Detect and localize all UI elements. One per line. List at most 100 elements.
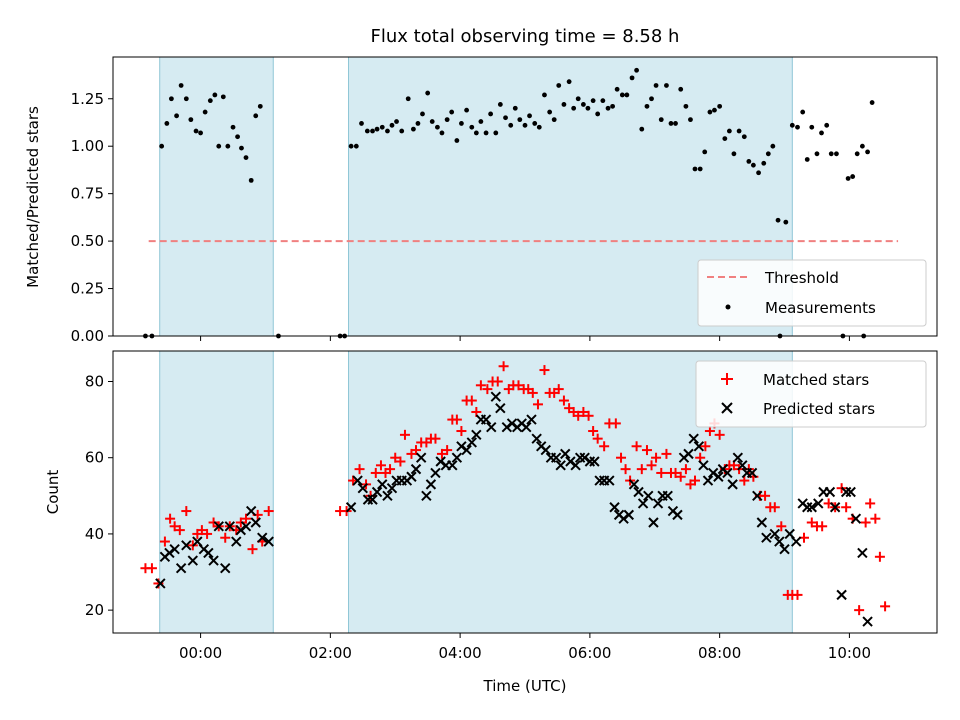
measurement-point bbox=[198, 130, 203, 136]
top-shaded-region-0 bbox=[159, 56, 274, 337]
matched-stars-point bbox=[220, 532, 231, 543]
measurement-point bbox=[746, 158, 752, 164]
measurement-point bbox=[464, 107, 470, 113]
top-ytick-label: 0.00 bbox=[71, 327, 104, 345]
predicted-stars-point bbox=[746, 467, 758, 479]
measurement-points bbox=[143, 67, 875, 339]
matched-stars-point bbox=[620, 464, 631, 475]
measurement-point bbox=[634, 67, 639, 73]
measurement-point bbox=[379, 124, 385, 130]
measurement-point bbox=[394, 119, 399, 124]
measurement-point bbox=[435, 124, 440, 130]
measurement-point bbox=[359, 121, 364, 126]
predicted-stars-point bbox=[425, 479, 437, 490]
matched-stars-point bbox=[646, 460, 657, 471]
matched-stars-point bbox=[641, 445, 652, 456]
top-ytick-label: 0.25 bbox=[71, 280, 104, 298]
matched-stars-point bbox=[760, 490, 771, 501]
bottom-ytick-label: 80 bbox=[85, 372, 104, 390]
measurement-point bbox=[770, 143, 776, 149]
matched-stars-point bbox=[558, 395, 569, 406]
legend-measurements-label: Measurements bbox=[765, 299, 876, 317]
measurement-point bbox=[493, 130, 499, 136]
measurement-point bbox=[257, 103, 263, 109]
matched-stars-point bbox=[385, 464, 396, 475]
predicted-stars-point bbox=[722, 467, 733, 479]
predicted-stars-point bbox=[421, 490, 432, 502]
predicted-stars-point bbox=[175, 563, 187, 574]
predicted-stars-point bbox=[461, 444, 472, 456]
measurement-point bbox=[220, 94, 226, 100]
measurement-point bbox=[411, 126, 416, 132]
matched-stars-point bbox=[874, 551, 885, 562]
predicted-stars-point bbox=[790, 536, 802, 547]
predicted-stars-point bbox=[737, 460, 748, 471]
predicted-stars-point bbox=[480, 414, 492, 425]
measurement-point bbox=[164, 121, 170, 126]
predicted-stars-point bbox=[406, 471, 417, 482]
predicted-stars-point bbox=[836, 589, 847, 601]
measurement-point bbox=[595, 111, 601, 117]
measurement-point bbox=[741, 134, 747, 140]
predicted-stars-point bbox=[589, 456, 600, 467]
measurement-point bbox=[174, 113, 179, 119]
predicted-stars-point bbox=[495, 402, 506, 414]
measurement-point bbox=[692, 166, 698, 172]
count-points bbox=[140, 361, 891, 627]
measurement-point bbox=[750, 162, 756, 168]
legend-matched-swatch bbox=[721, 373, 733, 385]
x-axis-label: Time (UTC) bbox=[483, 677, 567, 695]
matched-stars-point bbox=[860, 517, 871, 528]
measurement-point bbox=[178, 83, 184, 88]
matched-stars-point bbox=[841, 502, 852, 513]
measurement-point bbox=[561, 102, 567, 107]
bottom-xtick-label: 04:00 bbox=[439, 644, 482, 662]
matched-stars-point bbox=[466, 395, 477, 406]
measurement-point bbox=[188, 117, 194, 123]
matched-stars-point bbox=[208, 517, 219, 528]
matched-stars-point bbox=[553, 384, 564, 395]
matched-stars-point bbox=[196, 525, 207, 536]
predicted-stars-point bbox=[231, 536, 242, 547]
measurement-point bbox=[580, 102, 586, 107]
legend-measurements-swatch bbox=[725, 304, 731, 310]
predicted-stars-point bbox=[688, 433, 699, 444]
predicted-stars-point bbox=[240, 521, 252, 532]
measurement-point bbox=[522, 122, 528, 128]
predicted-stars-point bbox=[857, 547, 868, 559]
measurement-point bbox=[566, 79, 572, 85]
measurement-point bbox=[707, 109, 713, 115]
matched-stars-point bbox=[370, 467, 381, 478]
predicted-stars-point bbox=[531, 433, 542, 444]
predicted-stars-point bbox=[203, 547, 214, 559]
measurement-point bbox=[673, 121, 678, 126]
measurement-point bbox=[859, 143, 865, 149]
matched-stars-point bbox=[675, 471, 686, 482]
matched-stars-point bbox=[656, 467, 667, 478]
matched-stars-point bbox=[870, 513, 881, 524]
measurement-point bbox=[783, 219, 789, 225]
top-shaded-regions bbox=[159, 56, 793, 337]
matched-stars-point bbox=[247, 544, 258, 555]
top-axes-frame bbox=[112, 56, 938, 337]
matched-stars-point bbox=[776, 521, 787, 532]
matched-stars-point bbox=[680, 464, 691, 475]
predicted-stars-point bbox=[471, 429, 482, 441]
bottom-axes-frame bbox=[112, 350, 938, 634]
predicted-stars-point bbox=[155, 578, 166, 589]
predicted-stars-point bbox=[727, 479, 738, 490]
matched-stars-point bbox=[578, 406, 589, 417]
measurement-point bbox=[789, 122, 795, 128]
predicted-stars-point bbox=[430, 467, 441, 479]
matched-stars-point bbox=[661, 448, 672, 459]
predicted-stars-point bbox=[490, 391, 502, 402]
matched-stars-point bbox=[817, 521, 828, 532]
measurement-point bbox=[819, 130, 824, 136]
matched-stars-point bbox=[689, 475, 700, 486]
predicted-stars-point bbox=[250, 517, 261, 528]
top-ytick-label: 0.75 bbox=[71, 185, 104, 203]
predicted-stars-point bbox=[802, 502, 813, 513]
predicted-stars-point bbox=[560, 448, 571, 460]
measurement-point bbox=[207, 98, 213, 104]
